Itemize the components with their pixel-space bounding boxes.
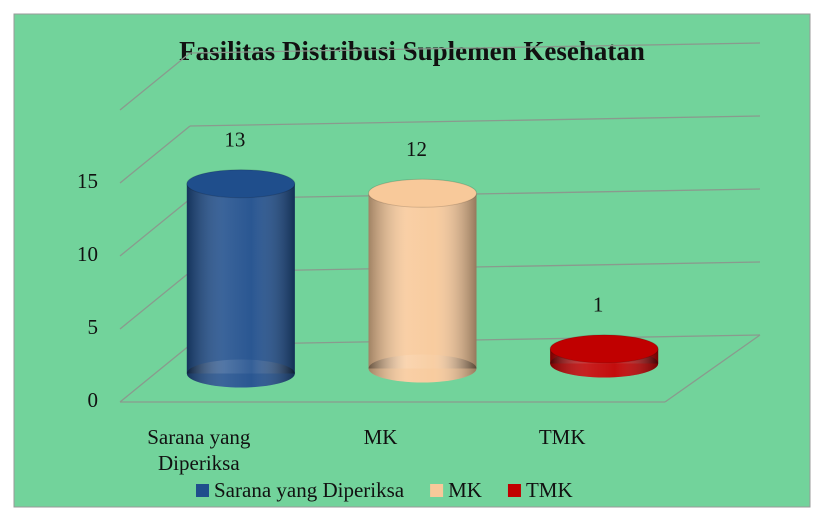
legend-label: MK [448, 478, 482, 502]
bar-body-shade [186, 183, 295, 374]
bar-top [368, 178, 477, 208]
grid-line [119, 344, 191, 403]
grid-line [119, 125, 191, 184]
legend-label: Sarana yang Diperiksa [214, 478, 405, 502]
bar-body-shade [368, 193, 477, 369]
value-label: 1 [593, 293, 604, 317]
chart-title: Fasilitas Distribusi Suplemen Kesehatan [179, 36, 645, 66]
y-tick-label: 15 [77, 169, 98, 193]
y-tick-label: 10 [77, 242, 98, 266]
x-tick-label: TMK [538, 425, 586, 449]
y-tick-label: 5 [88, 315, 99, 339]
bar [186, 169, 296, 388]
y-tick-label: 0 [88, 388, 99, 412]
floor-side [664, 334, 761, 403]
value-label: 12 [406, 137, 427, 161]
grid-line [119, 198, 191, 257]
x-tick-label: MK [363, 425, 398, 449]
bar [549, 334, 659, 378]
frame-line [119, 52, 191, 111]
grid-line [119, 271, 191, 330]
frame-line [189, 42, 761, 54]
legend-swatch [196, 484, 209, 497]
bar [368, 178, 477, 383]
legend-swatch [430, 484, 444, 497]
grid-line [189, 115, 761, 127]
bar-top [549, 334, 659, 364]
legend-swatch [507, 484, 521, 497]
legend-label: TMK [526, 478, 573, 502]
x-tick-label: Sarana yang Diperiksa [147, 425, 251, 475]
value-label: 13 [224, 128, 245, 152]
bar-top [186, 169, 296, 199]
